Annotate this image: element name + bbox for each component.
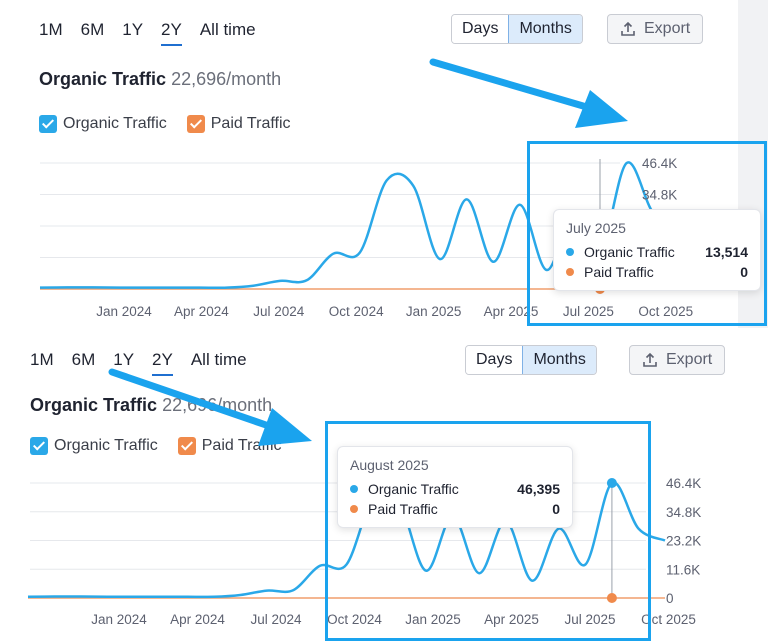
tooltip-title: August 2025 [350,457,429,473]
y-tick-label: 34.8K [642,188,677,203]
tooltip-organic-value: 46,395 [517,481,560,497]
legend-organic-traffic[interactable]: Organic Traffic [39,115,167,133]
view-toggle: Days Months [451,14,583,44]
export-button[interactable]: Export [607,14,704,44]
legend: Organic Traffic Paid Traffic [39,115,291,133]
traffic-panel-bottom: 1M 6M 1Y 2Y All time Days Months Export … [0,330,768,643]
period-tabs: 1M 6M 1Y 2Y All time [21,349,256,376]
x-tick-label: Jul 2025 [564,612,615,627]
y-tick-label: 34.8K [666,505,701,520]
organic-dot-icon [350,485,358,493]
metric-label: Organic Traffic [39,69,167,89]
x-tick-label: Oct 2024 [327,612,382,627]
tooltip-title: July 2025 [566,220,626,236]
tooltip-row-organic: Organic Traffic 46,395 [350,481,560,497]
tooltip-august-2025: August 2025 Organic Traffic 46,395 Paid … [337,446,573,528]
legend-organic-label: Organic Traffic [63,115,167,132]
highlight-box-bottom [325,421,651,641]
y-tick-label: 46.4K [666,476,701,491]
months-button[interactable]: Months [522,346,596,374]
paid-dot-icon [350,505,358,513]
metric-summary: Organic Traffic 22,696/month [39,69,281,90]
tooltip-organic-name: Organic Traffic [368,481,459,497]
organic-checkbox-icon [39,115,57,133]
period-tab-1y[interactable]: 1Y [113,350,135,369]
tooltip-paid-value: 0 [552,501,560,517]
x-tick-label: Jul 2025 [563,304,614,319]
view-toggle: Days Months [465,345,597,375]
legend-paid-label: Paid Traffic [210,115,291,132]
months-button[interactable]: Months [508,15,582,43]
tooltip-row-organic: Organic Traffic 13,514 [566,244,748,260]
organic-checkbox-icon [30,437,48,455]
traffic-chart-bottom: Jan 2024 Apr 2024 Jul 2024 Oct 2024 Jan 2025… [27,476,701,627]
y-tick-label: 11.6K [666,562,700,577]
metric-value: 22,696/month [171,69,282,89]
x-tick-label: Jan 2024 [91,612,147,627]
tooltip-organic-name: Organic Traffic [584,244,675,260]
period-tab-2y[interactable]: 2Y [152,19,191,46]
highlight-box-top [527,141,767,326]
days-button[interactable]: Days [466,346,523,374]
period-tab-6m[interactable]: 6M [80,20,105,39]
legend-organic-label: Organic Traffic [54,437,158,454]
x-tick-label: Oct 2025 [638,304,693,319]
period-tabs: 1M 6M 1Y 2Y All time [30,19,265,46]
period-tab-1m[interactable]: 1M [39,20,63,39]
paid-checkbox-icon [177,437,196,455]
legend-organic-traffic[interactable]: Organic Traffic [30,437,158,455]
organic-dot-icon [566,248,574,256]
organic-hover-point [606,478,617,489]
export-icon [621,21,635,36]
x-tick-label: Apr 2025 [484,304,539,319]
tooltip-row-paid: Paid Traffic 0 [350,501,560,517]
period-tab-all-time[interactable]: All time [199,20,256,39]
x-tick-label: Apr 2024 [170,612,225,627]
period-tab-6m[interactable]: 6M [71,350,96,369]
paid-checkbox-icon [186,115,205,133]
tooltip-paid-name: Paid Traffic [368,501,438,517]
export-label: Export [644,20,691,37]
tooltip-paid-value: 0 [740,264,748,280]
export-button[interactable]: Export [629,345,726,375]
legend-paid-traffic[interactable]: Paid Traffic [186,115,291,133]
x-tick-label: Jan 2025 [406,304,462,319]
traffic-panel-top: 1M 6M 1Y 2Y All time Days Months Export … [0,0,768,328]
x-tick-label: Jul 2024 [253,304,305,319]
organic-traffic-line [27,481,666,599]
x-tick-label: Apr 2025 [484,612,539,627]
period-tab-1m[interactable]: 1M [30,350,54,369]
x-tick-label: Oct 2024 [329,304,384,319]
x-tick-label: Jul 2024 [250,612,302,627]
export-icon [643,352,657,367]
x-tick-label: Oct 2025 [641,612,696,627]
x-tick-label: Jan 2024 [96,304,152,319]
y-tick-label: 0 [666,591,674,606]
y-tick-label: 23.2K [666,534,701,549]
export-label: Export [666,351,713,368]
x-tick-label: Apr 2024 [174,304,229,319]
paid-hover-point [606,593,617,603]
tooltip-organic-value: 13,514 [705,244,748,260]
x-tick-label: Jan 2025 [405,612,461,627]
period-tab-all-time[interactable]: All time [190,350,247,369]
tooltip-row-paid: Paid Traffic 0 [566,264,748,280]
y-tick-label: 46.4K [642,156,677,171]
period-tab-1y[interactable]: 1Y [122,20,144,39]
tooltip-july-2025: July 2025 Organic Traffic 13,514 Paid Tr… [553,209,761,291]
days-button[interactable]: Days [452,15,509,43]
paid-dot-icon [566,268,574,276]
tooltip-paid-name: Paid Traffic [584,264,654,280]
